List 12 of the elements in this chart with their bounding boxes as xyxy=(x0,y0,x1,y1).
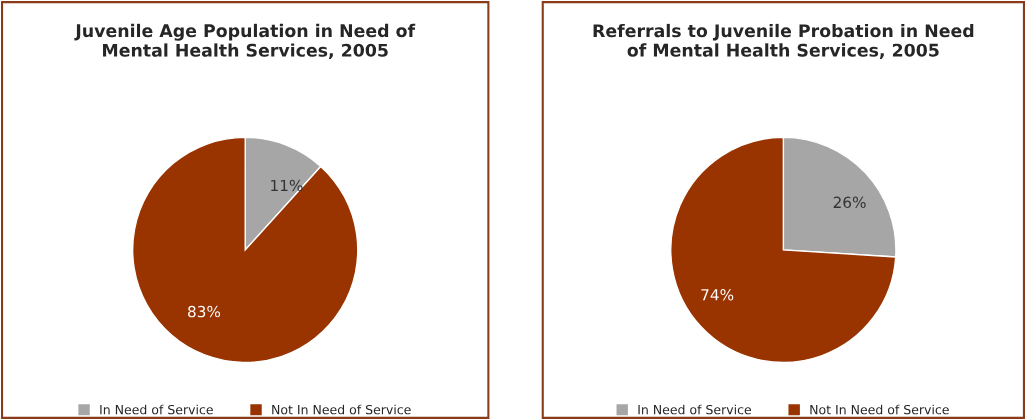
legend-label: In Need of Service xyxy=(100,404,213,415)
pie-slice xyxy=(131,136,359,364)
data-label: 11% xyxy=(271,179,303,192)
data-label: 26% xyxy=(833,196,866,209)
data-label: 74% xyxy=(701,289,734,301)
data-label: 83% xyxy=(188,305,221,318)
legend-label: Not In Need of Service xyxy=(810,404,949,415)
chart-title: Juvenile Age Population in Need of Mental Health Services, 2005 xyxy=(74,23,416,60)
pie-slice xyxy=(670,136,897,364)
legend-label: Not In Need of Service xyxy=(272,404,411,415)
chart-title: Referrals to Juvenile Probation in Need of Mental Health Services, 2005 xyxy=(593,23,974,59)
legend-label: In Need of Service xyxy=(638,404,751,415)
